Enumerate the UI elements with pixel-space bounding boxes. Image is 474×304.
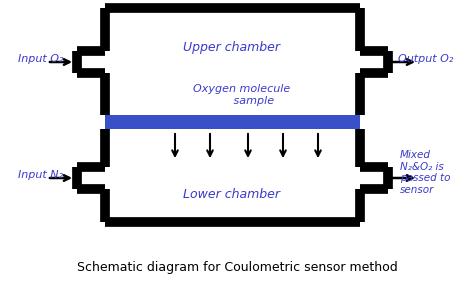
Text: Input O₂: Input O₂ <box>18 54 64 64</box>
Text: Output O₂: Output O₂ <box>398 54 453 64</box>
Text: Input N₂: Input N₂ <box>18 170 63 180</box>
Text: Upper chamber: Upper chamber <box>183 42 281 54</box>
Text: Mixed
N₂&O₂ is
passed to
sensor: Mixed N₂&O₂ is passed to sensor <box>400 150 450 195</box>
Bar <box>105 115 360 129</box>
Text: Lower chamber: Lower chamber <box>183 188 281 202</box>
Text: Schematic diagram for Coulometric sensor method: Schematic diagram for Coulometric sensor… <box>77 261 397 275</box>
Text: Oxygen molecule
       sample: Oxygen molecule sample <box>193 84 291 106</box>
